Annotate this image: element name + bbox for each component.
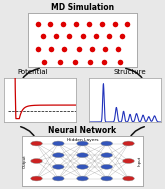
Circle shape <box>77 164 88 169</box>
Text: Structure: Structure <box>114 70 146 75</box>
Circle shape <box>31 141 42 146</box>
Circle shape <box>52 141 64 146</box>
Circle shape <box>101 176 113 181</box>
Text: Output: Output <box>23 154 27 168</box>
Circle shape <box>52 176 64 181</box>
Text: Input: Input <box>138 156 142 166</box>
Circle shape <box>123 141 134 146</box>
Circle shape <box>31 159 42 163</box>
Text: Neural Network: Neural Network <box>49 126 116 135</box>
Circle shape <box>101 153 113 158</box>
Circle shape <box>77 176 88 181</box>
Text: MD Simulation: MD Simulation <box>51 3 114 12</box>
Circle shape <box>101 141 113 146</box>
Circle shape <box>52 153 64 158</box>
Circle shape <box>123 159 134 163</box>
Circle shape <box>101 164 113 169</box>
Circle shape <box>31 176 42 181</box>
Circle shape <box>52 164 64 169</box>
Text: Potential: Potential <box>17 70 48 75</box>
Circle shape <box>123 176 134 181</box>
Text: Hidden Layers: Hidden Layers <box>67 138 98 142</box>
Circle shape <box>77 153 88 158</box>
Circle shape <box>77 141 88 146</box>
